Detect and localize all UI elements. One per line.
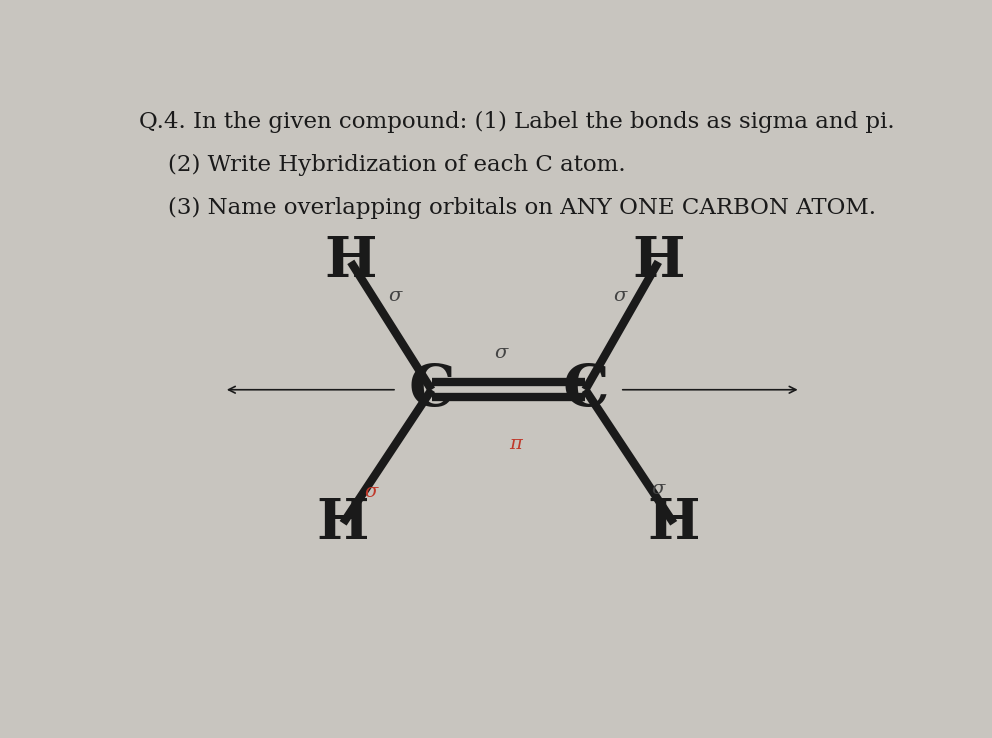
Text: σ: σ xyxy=(365,483,378,501)
Text: H: H xyxy=(316,496,369,551)
Text: σ: σ xyxy=(388,287,401,305)
Text: H: H xyxy=(324,235,377,289)
Text: π: π xyxy=(510,435,523,452)
Text: Q.4. In the given compound: (1) Label the bonds as sigma and pi.: Q.4. In the given compound: (1) Label th… xyxy=(139,111,895,134)
Text: H: H xyxy=(648,496,700,551)
Text: σ: σ xyxy=(652,480,665,498)
Text: C: C xyxy=(409,362,454,418)
Text: σ: σ xyxy=(613,287,627,305)
Text: (2) Write Hybridization of each C atom.: (2) Write Hybridization of each C atom. xyxy=(139,154,626,176)
Text: H: H xyxy=(632,235,684,289)
Text: (3) Name overlapping orbitals on ANY ONE CARBON ATOM.: (3) Name overlapping orbitals on ANY ONE… xyxy=(139,196,876,218)
Text: σ: σ xyxy=(494,344,507,362)
Text: C: C xyxy=(562,362,608,418)
